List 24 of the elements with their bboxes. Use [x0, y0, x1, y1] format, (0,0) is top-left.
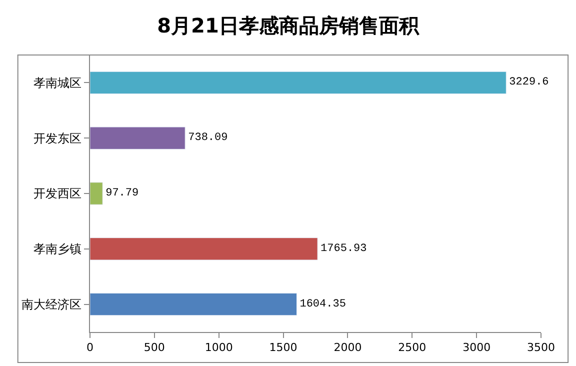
y-tick-label: 开发西区 [34, 186, 82, 201]
x-tick-label: 2500 [398, 341, 426, 354]
bar [90, 238, 318, 260]
data-label: 1765.93 [320, 242, 367, 255]
y-tick-label: 开发东区 [34, 131, 82, 146]
y-tick-label: 孝南城区 [34, 76, 82, 90]
bar [90, 126, 186, 150]
x-tick-label: 3500 [527, 341, 555, 354]
bar [90, 292, 297, 316]
y-tick-label: 南大经济区 [22, 298, 82, 312]
bar [90, 71, 506, 94]
data-label: 738.09 [188, 132, 228, 144]
chart-title: 8月21日孝感商品房销售面积 [157, 13, 420, 38]
x-tick-label: 500 [144, 341, 165, 354]
x-tick-label: 2000 [334, 341, 362, 354]
y-tick-label: 孝南乡镇 [34, 242, 82, 256]
data-label: 97.79 [106, 188, 139, 200]
x-tick-label: 1500 [269, 341, 298, 354]
x-tick-label: 0 [86, 341, 94, 354]
data-label: 1604.35 [300, 298, 346, 310]
x-tick-label: 3000 [462, 341, 491, 354]
x-tick-label: 1000 [204, 341, 233, 354]
bar [90, 182, 103, 205]
data-label: 3229.6 [509, 76, 549, 89]
